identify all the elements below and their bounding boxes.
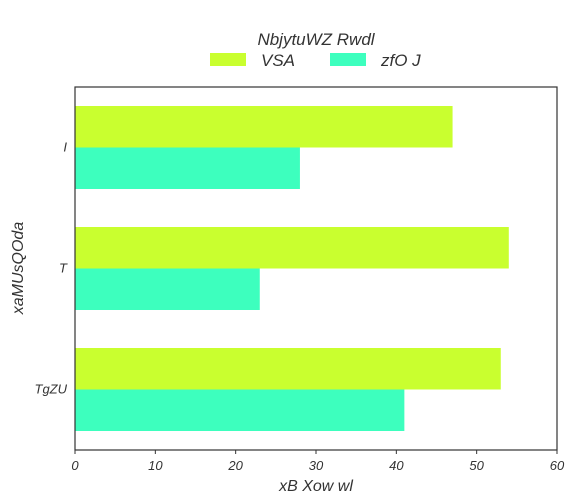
legend-swatch-zfoj xyxy=(330,53,366,66)
x-tick-label: 20 xyxy=(227,458,243,473)
x-tick-label: 30 xyxy=(309,458,324,473)
plot-frame xyxy=(74,86,558,451)
legend-label-zfoj: zfO J xyxy=(380,51,421,70)
y-tick-label: T xyxy=(59,261,68,276)
y-axis-ticks: I T TgZU xyxy=(35,140,69,397)
x-axis-ticks: 0 10 20 30 40 50 60 xyxy=(71,450,565,473)
y-axis-label: xaMUsQOda xyxy=(10,222,27,316)
x-tick-label: 60 xyxy=(550,458,565,473)
legend: VSA zfO J xyxy=(210,51,421,70)
bar-vsa-tgzu xyxy=(75,348,501,390)
bar-zfoj-i xyxy=(75,147,300,189)
bars-group xyxy=(75,106,509,431)
bar-zfoj-tgzu xyxy=(75,389,405,431)
bar-vsa-t xyxy=(75,227,509,269)
x-tick-label: 0 xyxy=(71,458,79,473)
x-tick-label: 40 xyxy=(389,458,404,473)
x-tick-label: 50 xyxy=(469,458,484,473)
y-tick-label: I xyxy=(63,140,67,155)
bar-zfoj-t xyxy=(75,268,260,310)
bar-vsa-i xyxy=(75,106,453,148)
chart-title: NbjytuWZ Rwdl xyxy=(257,30,375,49)
legend-label-vsa: VSA xyxy=(261,51,295,70)
legend-swatch-vsa xyxy=(210,53,246,66)
x-tick-label: 10 xyxy=(148,458,163,473)
y-tick-label: TgZU xyxy=(35,382,68,397)
x-axis-label: xB Xow wl xyxy=(278,478,353,495)
